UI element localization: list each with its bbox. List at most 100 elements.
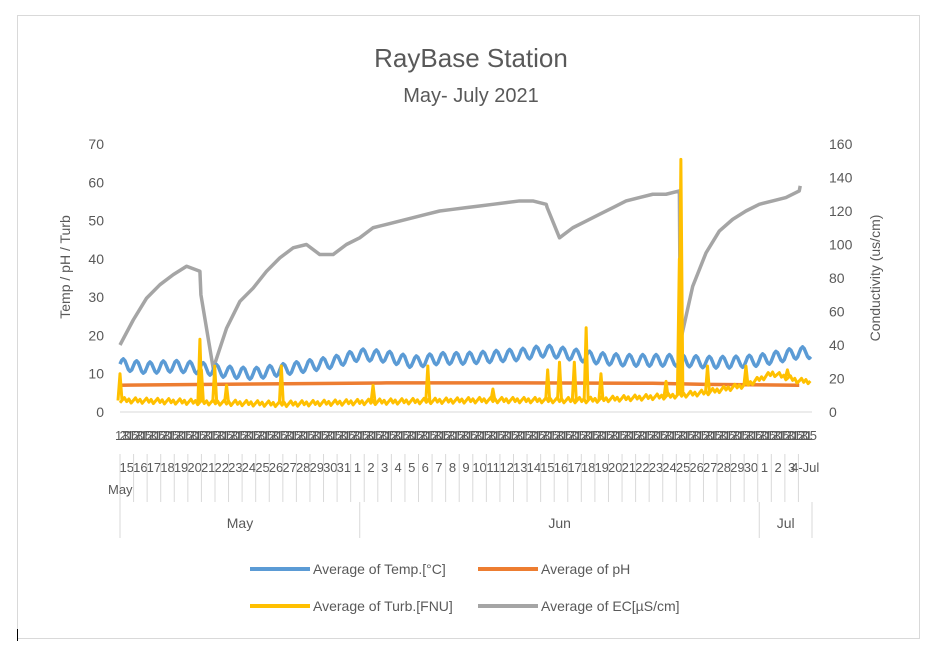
series-line-ec <box>118 185 802 371</box>
x-hour-tick-label: 21 <box>282 428 296 443</box>
turb-spike <box>489 387 497 401</box>
x-hour-tick-label: 21 <box>391 428 405 443</box>
y-left-tick-label: 70 <box>88 136 104 152</box>
x-hour-tick-label: 13 <box>386 428 400 443</box>
x-hour-tick-label: 05 <box>314 428 328 443</box>
x-hour-tick-label: 13 <box>698 428 712 443</box>
x-hour-tick-label: 21 <box>527 428 541 443</box>
x-day-tick-label: 30 <box>323 460 337 475</box>
x-hour-tick-label: 13 <box>441 428 455 443</box>
x-axis: 1513210516132105171321051813210519132105… <box>108 411 819 538</box>
x-hour-tick-label: 21 <box>635 428 649 443</box>
y-left-tick-label: 0 <box>96 404 104 420</box>
x-hour-tick-label: 05 <box>246 428 260 443</box>
x-hour-tick-label: 13 <box>373 428 387 443</box>
x-hour-tick-label: 05 <box>504 428 518 443</box>
x-day-tick-label: 23 <box>649 460 663 475</box>
x-hour-tick-label: 13 <box>590 428 604 443</box>
turb-spike <box>196 337 204 403</box>
x-day-tick-label: 7 <box>435 460 442 475</box>
x-day-tick-label: 22 <box>635 460 649 475</box>
chart-area: RayBase Station May- July 2021 Temp / pH… <box>17 15 920 639</box>
x-hour-tick-label: 05 <box>775 428 789 443</box>
x-hour-tick-label: 05 <box>735 428 749 443</box>
x-hour-tick-label: 21 <box>242 428 256 443</box>
turb-spike <box>277 364 285 405</box>
x-day-tick-label: 9 <box>462 460 469 475</box>
x-hour-tick-label: 05 <box>368 428 382 443</box>
x-hour-tick-label: 05 <box>490 428 504 443</box>
x-hour-tick-label: 13 <box>495 428 509 443</box>
y-left-tick-label: 30 <box>88 289 104 305</box>
x-hour-tick-label: 05 <box>138 428 152 443</box>
y-left-tick-label: 20 <box>88 327 104 343</box>
y-right-tick-label: 20 <box>829 371 845 387</box>
y-right-tick-label: 100 <box>829 237 853 253</box>
x-hour-tick-label: 21 <box>310 428 324 443</box>
x-month-label: May <box>227 515 253 531</box>
line-chart: RayBase Station May- July 2021 Temp / pH… <box>57 43 883 614</box>
plot-series <box>116 157 813 408</box>
x-hour-tick-label: 05 <box>572 428 586 443</box>
x-hour-tick-label: 13 <box>766 428 780 443</box>
x-hour-tick-label: 21 <box>377 428 391 443</box>
x-day-tick-label: 22 <box>215 460 229 475</box>
x-day-tick-label: 2 <box>774 460 781 475</box>
x-day-tick-label: 19 <box>174 460 188 475</box>
turb-spike <box>662 379 670 397</box>
x-month-label: Jun <box>548 515 571 531</box>
y-right-tick-label: 160 <box>829 136 853 152</box>
y-right-tick-label: 80 <box>829 270 845 286</box>
x-hour-tick-label: 05 <box>613 428 627 443</box>
y-left-tick-label: 40 <box>88 251 104 267</box>
text-cursor <box>17 629 18 641</box>
x-hour-tick-label: 21 <box>499 428 513 443</box>
x-hour-tick-label: 05 <box>436 428 450 443</box>
x-day-tick-label: 19 <box>594 460 608 475</box>
x-hour-tick-label: 21 <box>255 428 269 443</box>
x-hour-tick-label: 13 <box>156 428 170 443</box>
x-day-tick-label: 26 <box>269 460 283 475</box>
x-day-tick-label: 29 <box>310 460 324 475</box>
x-hour-tick-label: 13 <box>305 428 319 443</box>
x-hour-tick-label: 05 <box>721 428 735 443</box>
x-hour-tick-label: 21 <box>649 428 663 443</box>
x-hour-tick-label: 13 <box>291 428 305 443</box>
y-right-tick-label: 120 <box>829 203 853 219</box>
x-day-tick-label: 11 <box>486 460 500 475</box>
x-day-tick-label: 26 <box>689 460 703 475</box>
x-day-tick-label: 31 <box>337 460 351 475</box>
x-hour-tick-label: 05 <box>165 428 179 443</box>
y-axis-left-ticks: 0 10 20 30 40 50 60 70 <box>88 136 104 420</box>
x-hour-tick-label: 05 <box>409 428 423 443</box>
y-right-tick-label: 40 <box>829 337 845 353</box>
x-day-tick-label: 17 <box>567 460 581 475</box>
x-hour-tick-label: 05 <box>558 428 572 443</box>
x-day-tick-label: 30 <box>744 460 758 475</box>
x-hour-tick-label: 05 <box>803 428 817 443</box>
x-hour-tick-label: 05 <box>287 428 301 443</box>
x-day-tick-label: 28 <box>296 460 310 475</box>
x-hour-tick-label: 21 <box>133 428 147 443</box>
x-hour-tick-label: 21 <box>554 428 568 443</box>
x-day-tick-label: 2 <box>367 460 374 475</box>
x-hour-tick-label: 05 <box>395 428 409 443</box>
x-hour-tick-label: 13 <box>414 428 428 443</box>
x-hour-tick-label: 13 <box>576 428 590 443</box>
x-hour-tick-label: 21 <box>296 428 310 443</box>
x-hour-tick-label: 05 <box>124 428 138 443</box>
x-hour-tick-label: 13 <box>644 428 658 443</box>
x-day-tick-label: 4-Jul <box>791 460 819 475</box>
x-hour-tick-label: 05 <box>708 428 722 443</box>
turb-spike <box>704 364 712 393</box>
x-hour-tick-label: 21 <box>540 428 554 443</box>
chart-legend: Average of Temp.[°C] Average of pH Average… <box>250 561 680 614</box>
x-hour-tick-label: 05 <box>423 428 437 443</box>
x-day-tick-label: 23 <box>228 460 242 475</box>
x-hour-tick-label: 05 <box>205 428 219 443</box>
x-hour-tick-label: 13 <box>427 428 441 443</box>
x-hour-tick-label: 13 <box>522 428 536 443</box>
legend-label: Average of Temp.[°C] <box>313 561 446 577</box>
x-hour-tick-label: 13 <box>400 428 414 443</box>
x-day-tick-label: 14 <box>527 460 541 475</box>
